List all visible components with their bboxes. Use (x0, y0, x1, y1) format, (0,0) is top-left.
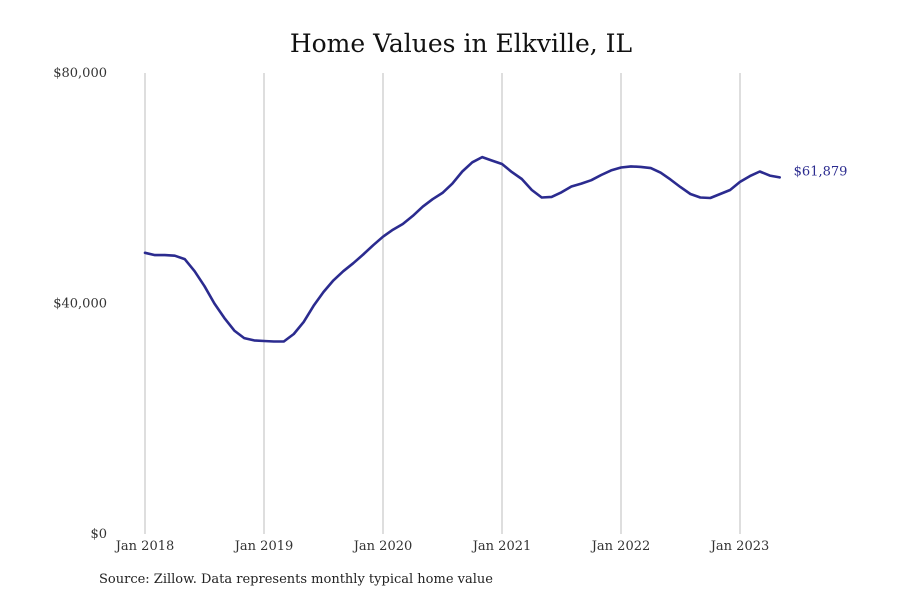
y-tick-label: $80,000 (53, 66, 107, 81)
x-tick-label: Jan 2019 (233, 539, 294, 554)
chart-title: Home Values in Elkville, IL (290, 29, 632, 58)
series-layer (143, 155, 781, 343)
x-tick-label: Jan 2021 (471, 539, 532, 554)
x-tick-label: Jan 2022 (590, 539, 651, 554)
source-note: Source: Zillow. Data represents monthly … (99, 572, 493, 587)
x-tick-label: Jan 2023 (709, 539, 770, 554)
x-tick-label: Jan 2020 (352, 539, 413, 554)
gridlines (144, 73, 741, 534)
x-axis-ticks: Jan 2018 Jan 2019 Jan 2020 Jan 2021 Jan 2022… (114, 539, 770, 554)
x-tick-label: Jan 2018 (114, 539, 175, 554)
y-axis-ticks: $0 $40,000 $80,000 (53, 66, 107, 542)
last-value-label: $61,879 (794, 164, 848, 179)
series-line (143, 155, 781, 343)
y-tick-label: $40,000 (53, 297, 107, 312)
y-tick-label: $0 (90, 527, 107, 542)
